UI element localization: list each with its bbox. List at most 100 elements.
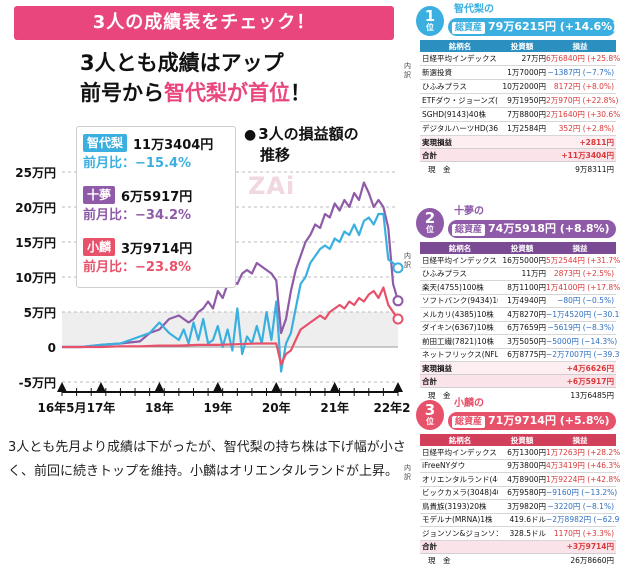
x-tick-marker — [271, 382, 282, 392]
profit-loss: 1万9224円 (+42.8%) — [546, 474, 620, 484]
holding-name: ソフトバンク(9434)10株 — [422, 296, 498, 306]
legend-tag: 小麟 — [83, 238, 116, 256]
table-row: ビックカメラ(3048)40株 6万9580円−9160円 (−13.2%) — [420, 487, 617, 500]
holding-name: ひふみプラス — [422, 269, 467, 279]
table-row: ネットフリックス(NFLX)1株 6万8775円−2万7007円 (−39.3%) — [420, 349, 620, 362]
summary-value: +6万5917円 — [566, 376, 614, 386]
investment-amount: 4万8270円 — [507, 309, 546, 319]
holding-name: 日経平均インデックス — [422, 54, 497, 63]
y-tick-label: 25万円 — [15, 166, 56, 180]
series-end-point-2 — [392, 295, 404, 307]
legend-tag: 十夢 — [83, 186, 116, 204]
investment-amount: 3万5050円 — [507, 336, 546, 346]
summary-row: 合計 +11万3404円 — [420, 149, 616, 162]
column-header: 損益 — [572, 435, 588, 445]
breakdown-label: 内訳 — [404, 62, 411, 79]
investment-amount: 6万7659円 — [507, 323, 546, 333]
cash-value: 9万8311円 — [575, 164, 614, 174]
summary-value: +11万3404円 — [561, 150, 614, 160]
summary-row: 実現損益 +4万6626円 — [420, 362, 616, 375]
y-tick-label: -5万円 — [19, 376, 56, 390]
summary-label: 合計 — [422, 542, 437, 551]
headline-prefix: 前号から — [80, 81, 164, 105]
series-end-point-3 — [392, 313, 404, 325]
profit-loss: −5619円 (−8.3%) — [547, 323, 614, 333]
total-assets: 総資産 74万5918円 (+8.8%) — [448, 220, 616, 238]
holdings-table: 銘柄名 投資額 損益 日経平均インデックス 6万1300円 1万7263円 (+28.2%… — [420, 434, 620, 568]
holding-name: ビックカメラ(3048)40株 — [422, 488, 498, 498]
cash-value: 26万8660円 — [570, 556, 614, 565]
profit-loss: 1万4100円 (+17.8%) — [546, 282, 620, 292]
holding-name: デジタルハーツHD(3676)8株 — [422, 124, 498, 133]
profit-loss: −80円 (−0.5%) — [557, 296, 614, 306]
summary-value: +3万9714円 — [566, 542, 614, 551]
x-tick-label: 17年 — [87, 400, 116, 415]
profit-loss: −1万4520円 (−30.1%) — [546, 309, 620, 319]
holding-name: SGHD(9143)40株 — [422, 110, 486, 119]
profit-loss: 6万6840円 (+25.8%) — [546, 54, 620, 63]
breakdown-label: 内訳 — [404, 464, 411, 481]
headline-highlight: 智代梨が首位 — [164, 81, 290, 105]
investment-amount: 1万4940円 — [507, 296, 546, 306]
summary-row: 合計 +6万5917円 — [420, 375, 616, 388]
profit-loss: 8172円 (+8.0%) — [553, 82, 614, 91]
column-header: 銘柄名 — [448, 41, 472, 51]
x-tick-marker — [95, 382, 106, 392]
chart-title-line1: 3人の損益額の — [258, 125, 359, 143]
y-tick-label: 20万円 — [15, 201, 56, 215]
title-banner: 3人の成績表をチェック！ — [14, 6, 394, 40]
table-row: 日経平均インデックス 27万円 6万6840円 (+25.8%) — [420, 52, 620, 66]
legend-entry-shorin: 小麟 3万9714円 前月比：−23.8% — [83, 237, 235, 279]
table-header: 銘柄名 投資額 損益 — [420, 242, 616, 254]
summary-label: 合計 — [422, 376, 437, 386]
series-line-3 — [62, 286, 399, 366]
table-row: ソフトバンク(9434)10株 1万4940円 −80円 (−0.5%) — [420, 295, 616, 308]
table-row: SGHD(9143)40株 7万8800円 2万1640円 (+30.6%) — [420, 108, 620, 122]
table-row: ダイキン(6367)10株 6万7659円 −5619円 (−8.3%) — [420, 322, 616, 335]
investment-amount: 10万2000円 — [502, 82, 546, 91]
y-tick-label: 5万円 — [24, 306, 56, 320]
investment-amount: 328.5ドル — [509, 528, 546, 538]
table-header: 銘柄名 投資額 損益 — [420, 434, 616, 446]
table-row: 前田工繊(7821)10株 3万5050円 −5000円 (−14.3%) — [420, 335, 617, 349]
holding-name: ETFダウ・ジョーンズ(1546)3株 — [422, 96, 498, 105]
summary-value: +2811円 — [579, 137, 614, 147]
series-line-1 — [62, 212, 399, 373]
investment-amount: 9万1950円 — [507, 96, 546, 105]
holding-name: 前田工繊(7821)10株 — [422, 336, 494, 346]
column-header: 銘柄名 — [448, 435, 472, 445]
holding-name: ダイキン(6367)10株 — [422, 323, 494, 333]
summary-label: 実現損益 — [422, 363, 452, 373]
column-header: 損益 — [572, 41, 588, 51]
profit-loss: −2万8982円 (−62.9%) — [546, 515, 620, 525]
holding-name: 日経平均インデックス — [422, 255, 497, 265]
profit-loss: 1万7263円 (+28.2%) — [546, 447, 620, 457]
legend-tag: 智代梨 — [83, 134, 128, 152]
holding-name: 日経平均インデックス — [422, 447, 497, 457]
banner-title: 3人の成績表をチェック！ — [92, 12, 316, 33]
investment-amount: 3万9820円 — [507, 501, 546, 511]
table-row: デジタルハーツHD(3676)8株 1万2584円 352円 (+2.8%) — [420, 122, 616, 136]
holding-name: オリエンタルランド(4661)1株 — [422, 474, 498, 484]
legend: 智代梨 11万3404円 前月比：−15.4% 十夢 6万5917円 前月比：−… — [76, 126, 236, 288]
table-row: ジョンソン&ジョンソン(JNJ)1株 328.5ドル 1170円 (+3.3%) — [420, 527, 616, 541]
cash-row: 現 金 26万8660円 — [420, 554, 616, 568]
x-tick-marker — [393, 382, 403, 392]
investment-amount: 8万1100円 — [507, 282, 546, 292]
investment-amount: 16万5000円 — [502, 255, 546, 265]
investment-amount: 6万1300円 — [507, 447, 546, 457]
holding-name: モデルナ(MRNA)1株 — [422, 515, 493, 525]
investment-amount: 419.6ドル — [509, 515, 546, 525]
table-row: 日経平均インデックス 6万1300円 1万7263円 (+28.2%) — [420, 446, 620, 460]
investment-amount: 1万7000円 — [507, 68, 546, 77]
profit-loss: 1170円 (+3.3%) — [553, 528, 614, 538]
x-tick-label: 16年5月 — [37, 400, 86, 415]
headline: 3人とも成績はアップ 前号から智代梨が首位！ — [80, 48, 311, 108]
investment-amount: 9万3800円 — [507, 461, 546, 471]
